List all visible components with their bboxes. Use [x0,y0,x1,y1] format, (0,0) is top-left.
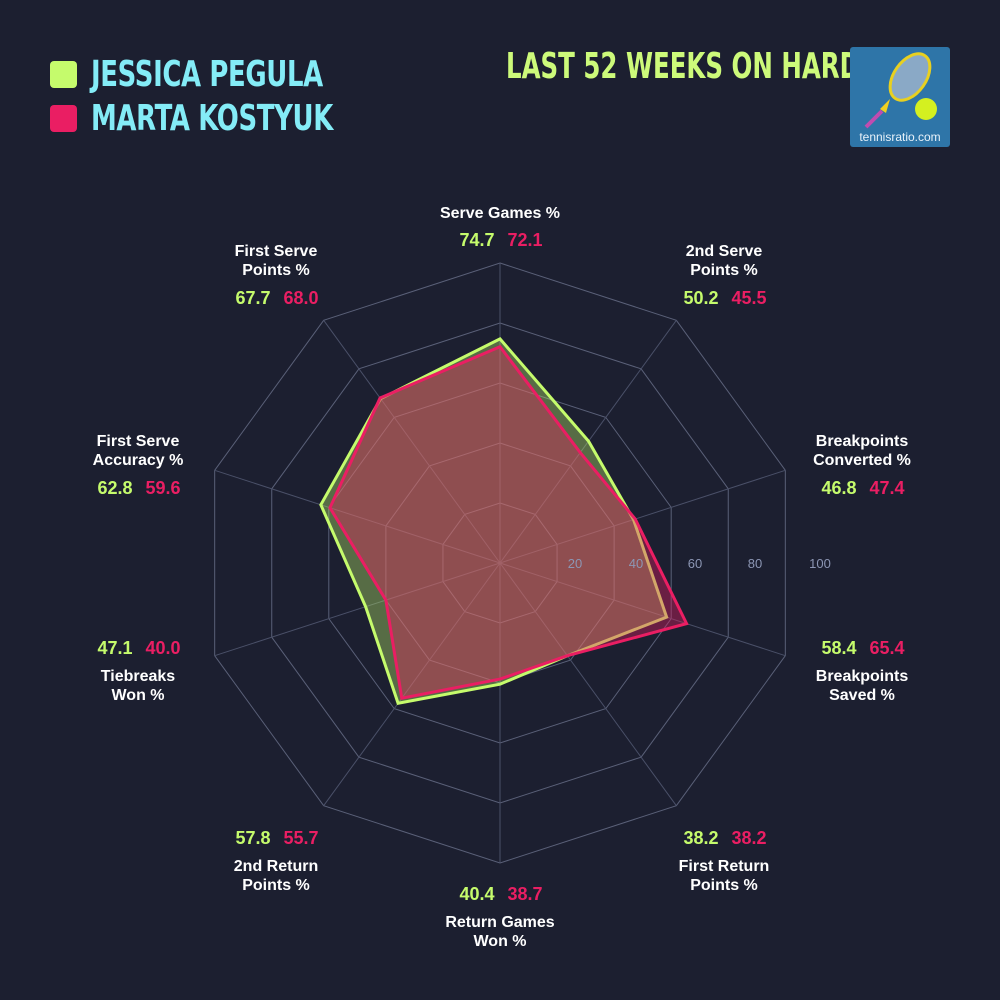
axis-title: Converted % [813,452,911,469]
value-kostyuk: 45.5 [731,288,766,308]
axis-title: 2nd Serve [686,243,763,260]
value-pegula: 40.4 [459,884,494,904]
series-area-pegula [319,337,669,705]
axis-title: First Return [679,858,770,875]
tennisratio-logo: tennisratio.com [850,47,950,147]
value-kostyuk: 38.7 [507,884,542,904]
value-kostyuk: 47.4 [869,478,904,498]
grid-spoke [499,469,786,564]
tick-label: 100 [809,556,831,571]
value-pegula: 58.4 [821,638,856,658]
axis-title: Return Games [445,914,554,931]
grid-spoke [499,562,677,806]
axis-title: Accuracy % [93,452,184,469]
axis-title: Breakpoints [816,668,909,685]
axis-title: Won % [111,687,164,704]
value-kostyuk: 68.0 [283,288,318,308]
value-pegula: 67.7 [235,288,270,308]
value-kostyuk: 38.2 [731,828,766,848]
axis-title: Serve Games % [440,205,560,222]
axis-title: Tiebreaks [101,668,176,685]
axis-title: Points % [242,262,310,279]
value-kostyuk: 72.1 [507,230,542,250]
grid-spoke [323,562,501,806]
value-kostyuk: 55.7 [283,828,318,848]
axis-title: 2nd Return [234,858,318,875]
legend-swatch-pegula [50,60,77,88]
legend-label-pegula: JESSICA PEGULA [91,53,323,95]
series-area-kostyuk [328,344,689,700]
value-pegula: 46.8 [821,478,856,498]
value-pegula: 62.8 [97,478,132,498]
tick-label: 80 [748,556,762,571]
value-pegula: 47.1 [97,638,132,658]
chart-title: LAST 52 WEEKS ON HARD [506,46,860,87]
value-kostyuk: 65.4 [869,638,904,658]
grid-spoke [499,562,786,657]
tick-label: 40 [629,556,643,571]
legend: JESSICA PEGULA MARTA KOSTYUK [50,52,427,140]
legend-label-kostyuk: MARTA KOSTYUK [91,97,333,139]
grid-spoke [214,562,501,657]
axis-title: First Serve [235,243,318,260]
axis-title: Points % [242,877,310,894]
tick-label: 20 [568,556,582,571]
tick-label: 60 [688,556,702,571]
axis-title: Breakpoints [816,433,909,450]
axis-title: Won % [473,933,526,950]
legend-swatch-kostyuk [50,104,77,132]
axis-title: Saved % [829,687,895,704]
axis-title: Points % [690,877,758,894]
legend-item-pegula: JESSICA PEGULA [50,52,427,96]
axis-title: Points % [690,262,758,279]
axis-title: First Serve [97,433,180,450]
grid-spoke [323,320,501,564]
value-pegula: 50.2 [683,288,718,308]
value-pegula: 74.7 [459,230,494,250]
value-kostyuk: 40.0 [145,638,180,658]
value-pegula: 57.8 [235,828,270,848]
grid-spoke [214,469,501,564]
legend-item-kostyuk: MARTA KOSTYUK [50,96,427,140]
logo-text: tennisratio.com [859,130,941,144]
value-kostyuk: 59.6 [145,478,180,498]
value-pegula: 38.2 [683,828,718,848]
racket-ball-icon [864,52,937,129]
